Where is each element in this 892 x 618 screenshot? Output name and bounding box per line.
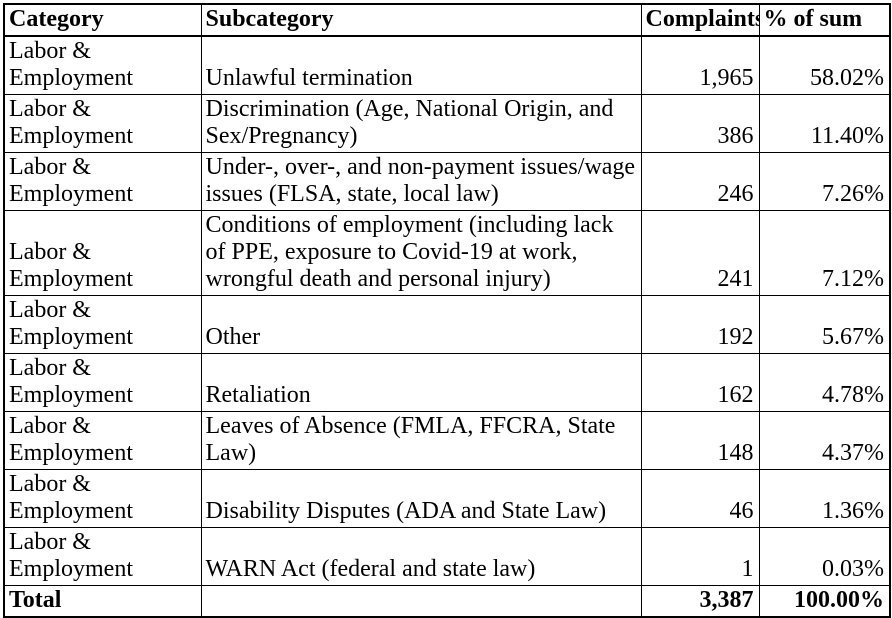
complaints-cell: 46: [640, 469, 760, 528]
category-cell: Labor & Employment: [3, 527, 202, 586]
subcategory-cell: WARN Act (federal and state law): [200, 527, 642, 586]
category-cell: Labor & Employment: [3, 94, 202, 153]
category-cell: Labor & Employment: [3, 210, 202, 296]
header-category: Category: [3, 3, 202, 37]
category-cell: Labor & Employment: [3, 411, 202, 470]
total-subcategory-cell: [200, 585, 642, 618]
subcategory-cell: Leaves of Absence (FMLA, FFCRA, State La…: [200, 411, 642, 470]
table-row: Labor & Employment Disability Disputes (…: [3, 469, 891, 528]
pct-cell: 4.78%: [758, 353, 891, 412]
pct-cell: 7.26%: [758, 152, 891, 211]
total-label-cell: Total: [3, 585, 202, 618]
complaints-cell: 1,965: [640, 35, 760, 95]
category-cell: Labor & Employment: [3, 35, 202, 95]
table-row: Labor & Employment WARN Act (federal and…: [3, 527, 891, 586]
subcategory-cell: Under-, over-, and non-payment issues/wa…: [200, 152, 642, 211]
total-pct-cell: 100.00%: [758, 585, 891, 618]
total-row: Total 3,387 100.00%: [3, 585, 891, 618]
table-row: Labor & Employment Retaliation 162 4.78%: [3, 353, 891, 412]
complaints-cell: 148: [640, 411, 760, 470]
category-cell: Labor & Employment: [3, 353, 202, 412]
pct-cell: 5.67%: [758, 295, 891, 354]
complaints-table: Category Subcategory Complaints % of sum…: [3, 3, 891, 618]
complaints-cell: 241: [640, 210, 760, 296]
table-row: Labor & Employment Discrimination (Age, …: [3, 94, 891, 153]
subcategory-cell: Retaliation: [200, 353, 642, 412]
total-complaints-cell: 3,387: [640, 585, 760, 618]
table-row: Labor & Employment Other 192 5.67%: [3, 295, 891, 354]
pct-cell: 58.02%: [758, 35, 891, 95]
header-row: Category Subcategory Complaints % of sum: [3, 3, 891, 37]
subcategory-cell: Conditions of employment (including lack…: [200, 210, 642, 296]
pct-cell: 7.12%: [758, 210, 891, 296]
header-subcategory: Subcategory: [200, 3, 642, 37]
subcategory-cell: Discrimination (Age, National Origin, an…: [200, 94, 642, 153]
category-cell: Labor & Employment: [3, 469, 202, 528]
subcategory-cell: Unlawful termination: [200, 35, 642, 95]
pct-cell: 11.40%: [758, 94, 891, 153]
pct-cell: 1.36%: [758, 469, 891, 528]
subcategory-cell: Other: [200, 295, 642, 354]
complaints-cell: 192: [640, 295, 760, 354]
table-row: Labor & Employment Under-, over-, and no…: [3, 152, 891, 211]
category-cell: Labor & Employment: [3, 152, 202, 211]
table-row: Labor & Employment Conditions of employm…: [3, 210, 891, 296]
pct-cell: 0.03%: [758, 527, 891, 586]
table-row: Labor & Employment Unlawful termination …: [3, 35, 891, 95]
pct-cell: 4.37%: [758, 411, 891, 470]
table-row: Labor & Employment Leaves of Absence (FM…: [3, 411, 891, 470]
header-complaints: Complaints: [640, 3, 760, 37]
complaints-cell: 162: [640, 353, 760, 412]
subcategory-cell: Disability Disputes (ADA and State Law): [200, 469, 642, 528]
complaints-cell: 1: [640, 527, 760, 586]
complaints-cell: 246: [640, 152, 760, 211]
header-pct-of-sum: % of sum: [758, 3, 891, 37]
complaints-cell: 386: [640, 94, 760, 153]
category-cell: Labor & Employment: [3, 295, 202, 354]
